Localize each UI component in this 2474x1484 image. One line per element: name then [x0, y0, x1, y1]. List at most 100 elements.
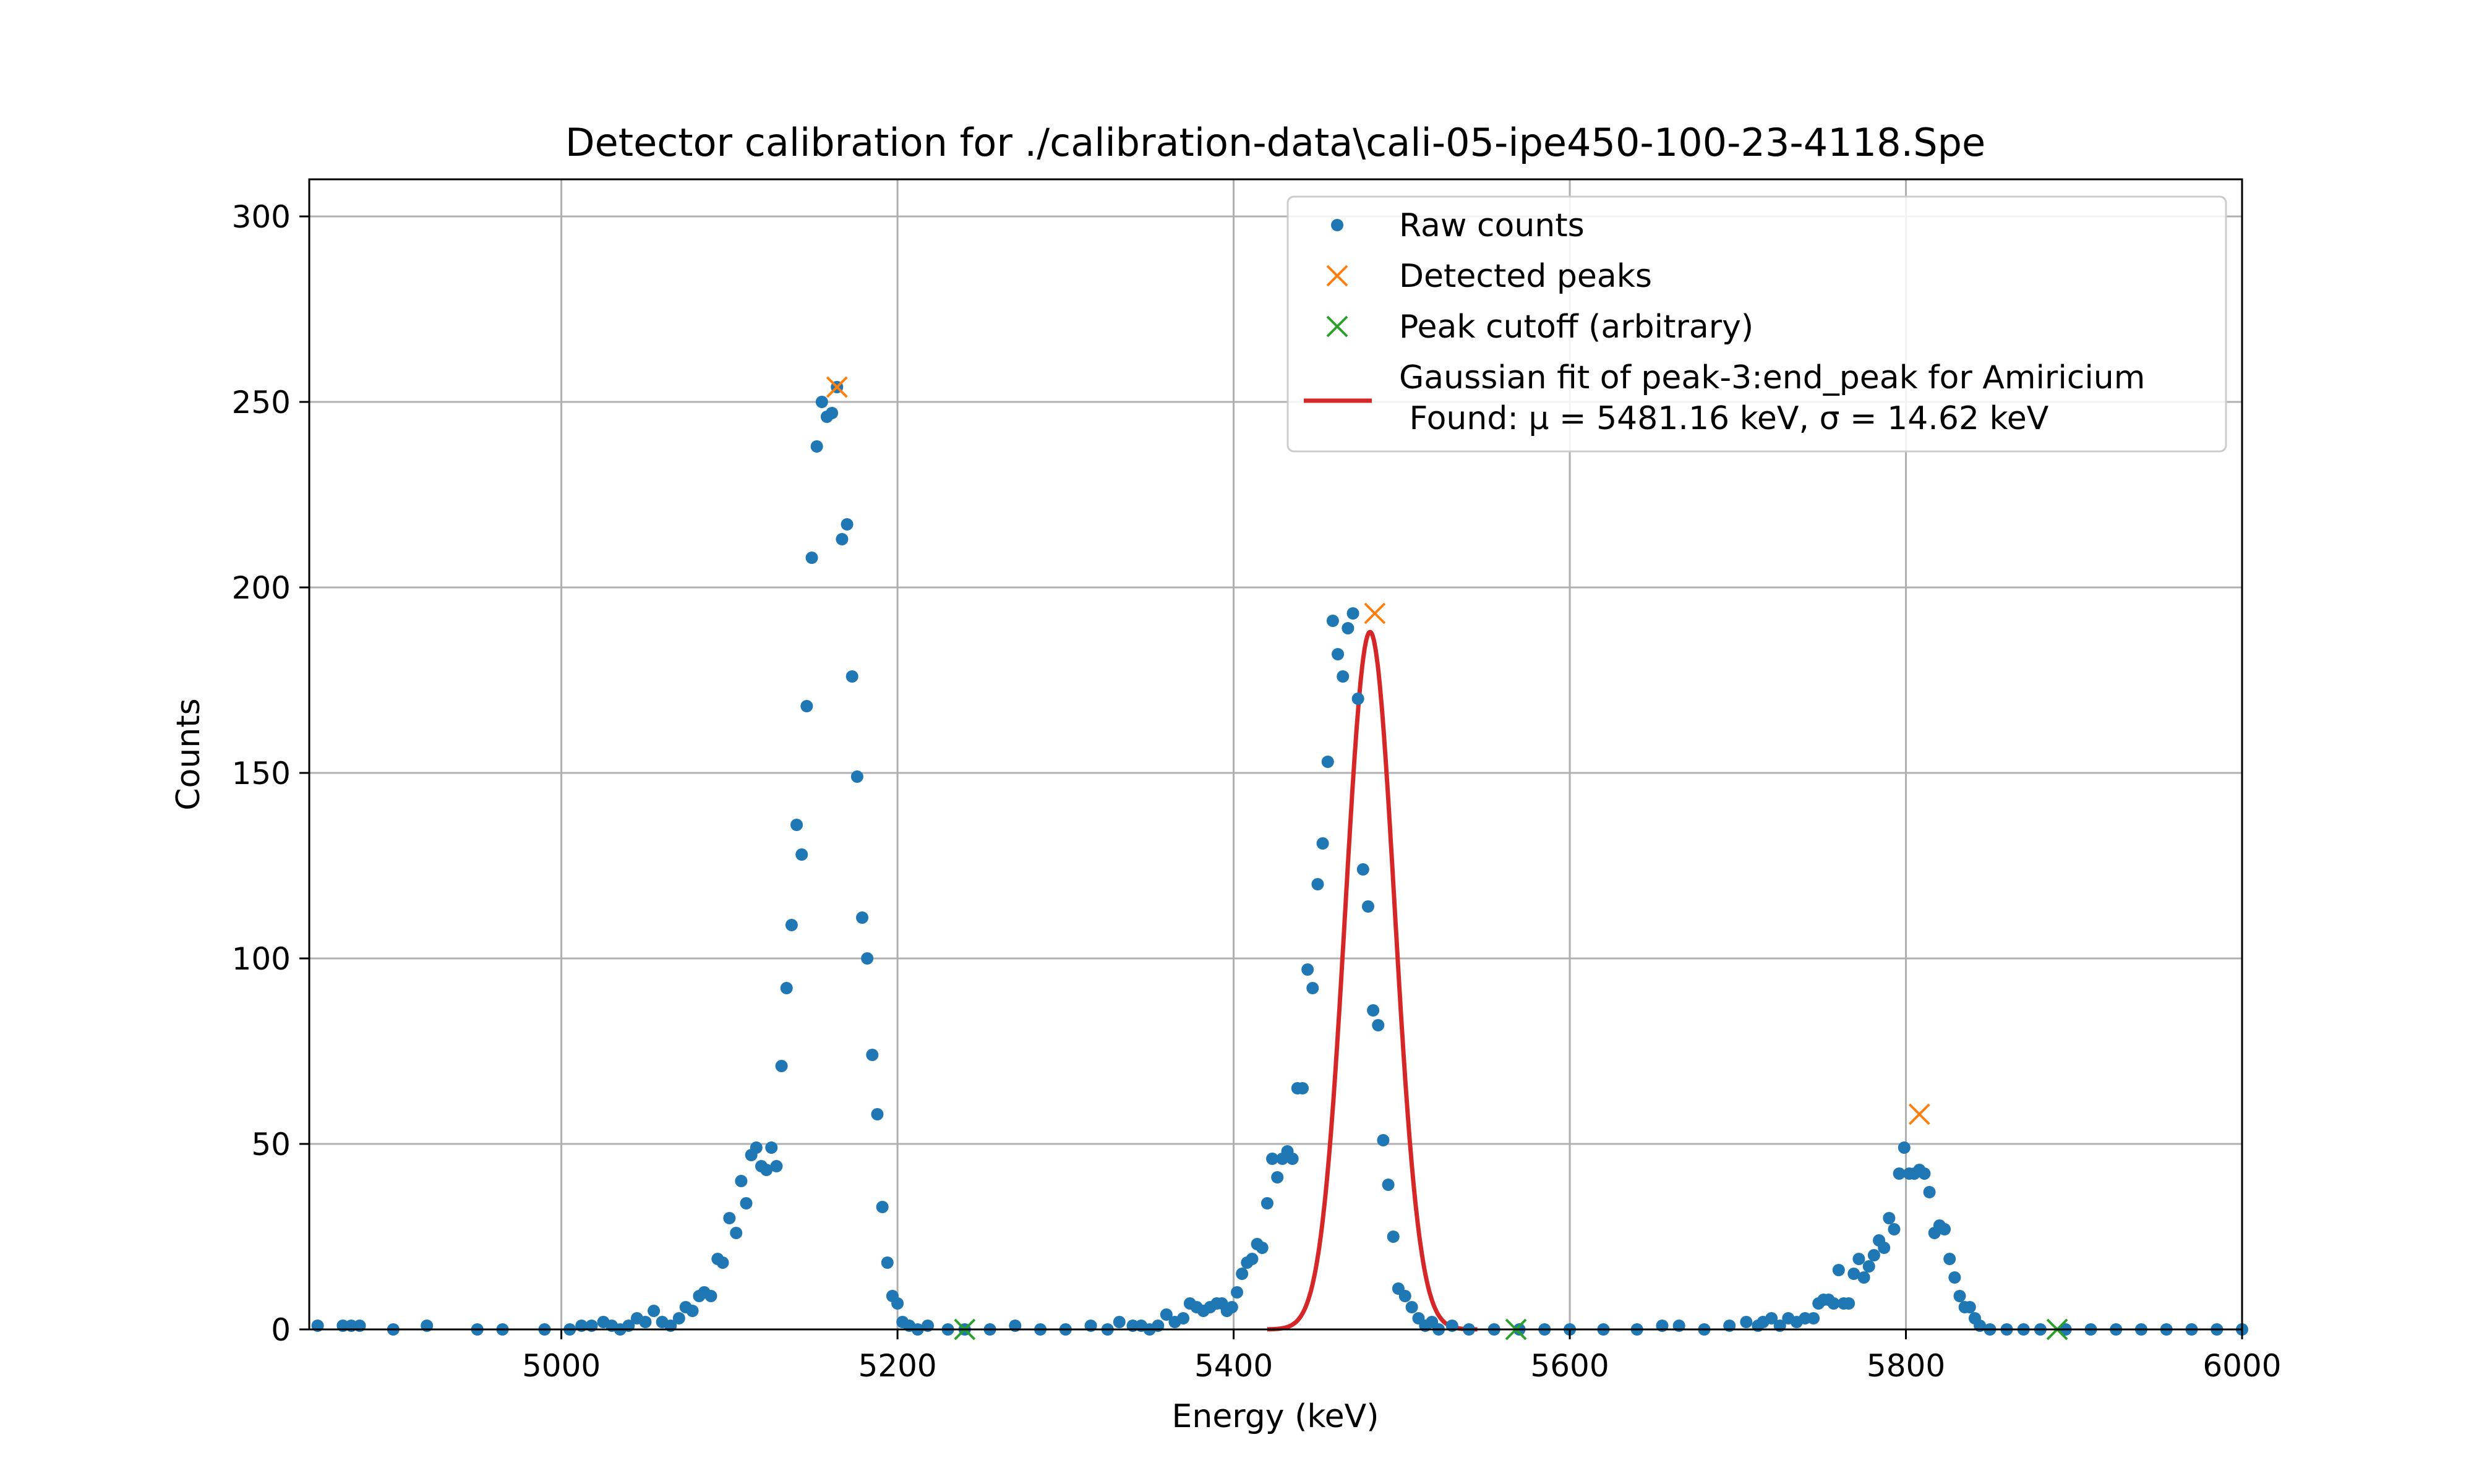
raw-count-point: [1351, 693, 1364, 705]
raw-count-point: [716, 1256, 729, 1269]
raw-count-point: [1177, 1312, 1190, 1324]
legend-fit-label: Gaussian fit of peak-3:end_peak for Amir…: [1399, 359, 2145, 396]
raw-count-point: [1321, 756, 1334, 768]
raw-count-point: [735, 1175, 748, 1187]
raw-count-point: [1346, 607, 1359, 620]
detected-peak-marker: [826, 376, 848, 398]
raw-count-point: [805, 552, 818, 564]
raw-count-point: [1843, 1297, 1856, 1310]
raw-count-point: [1888, 1223, 1901, 1235]
raw-count-point: [826, 407, 839, 419]
raw-count-point: [841, 518, 854, 531]
raw-count-point: [1377, 1134, 1390, 1146]
legend: Raw counts Detected peaks Peak cutoff (a…: [1286, 195, 2227, 453]
raw-count-point: [1367, 1004, 1380, 1017]
raw-count-point: [1862, 1260, 1875, 1273]
raw-count-point: [861, 952, 874, 965]
raw-count-point: [1923, 1186, 1936, 1198]
raw-count-point: [1361, 900, 1374, 913]
raw-count-point: [1311, 878, 1324, 890]
raw-count-point: [1883, 1212, 1896, 1224]
raw-count-point: [1261, 1197, 1273, 1209]
x-tick-label: 6000: [2202, 1348, 2281, 1384]
raw-count-point: [1342, 622, 1355, 634]
x-tick-label: 5000: [522, 1348, 601, 1384]
raw-count-point: [1256, 1242, 1269, 1254]
raw-count-point: [1225, 1301, 1238, 1313]
raw-count-point: [1963, 1301, 1976, 1313]
legend-cutoff-label: Peak cutoff (arbitrary): [1399, 309, 1753, 346]
raw-count-point: [704, 1290, 717, 1302]
raw-count-point: [1953, 1290, 1966, 1302]
raw-count-point: [866, 1049, 879, 1061]
raw-count-point: [1847, 1268, 1860, 1280]
raw-count-point: [785, 919, 798, 931]
raw-count-point: [1918, 1167, 1931, 1180]
raw-count-point: [881, 1256, 894, 1269]
raw-count-point: [1236, 1268, 1249, 1280]
legend-detected-label: Detected peaks: [1399, 258, 1652, 295]
legend-raw-marker: [1331, 219, 1343, 231]
raw-count-point: [1867, 1249, 1880, 1261]
x-tick-label: 5400: [1194, 1348, 1273, 1384]
x-tick-label: 5600: [1530, 1348, 1609, 1384]
raw-count-point: [770, 1160, 783, 1172]
raw-count-point: [1160, 1308, 1173, 1321]
raw-count-point: [1740, 1316, 1753, 1328]
gaussian-fit-line: [1265, 629, 1479, 1332]
gaussian-fit-layer: [1265, 629, 1479, 1332]
raw-count-point: [1807, 1312, 1820, 1324]
detected-peak-marker: [1908, 1103, 1930, 1125]
raw-count-point: [1113, 1316, 1126, 1328]
raw-count-point: [876, 1201, 889, 1213]
raw-count-point: [1878, 1242, 1891, 1254]
raw-count-point: [836, 533, 849, 545]
raw-count-point: [891, 1297, 904, 1310]
raw-count-point: [1943, 1253, 1956, 1265]
raw-count-point: [800, 700, 813, 712]
raw-count-point: [740, 1197, 753, 1209]
legend-cutoff-marker: [1326, 315, 1348, 338]
raw-count-point: [850, 770, 863, 783]
raw-count-point: [765, 1141, 778, 1154]
y-axis-ticks: 0 50 100 150 200 250 300: [232, 199, 309, 1348]
raw-count-point: [1356, 863, 1369, 876]
raw-count-point: [723, 1212, 736, 1224]
y-tick-label: 300: [232, 199, 291, 235]
raw-count-point: [1827, 1297, 1840, 1310]
raw-count-point: [648, 1305, 661, 1317]
raw-count-point: [672, 1312, 685, 1324]
raw-count-point: [1332, 648, 1345, 660]
legend-fit-result: Found: μ = 5481.16 keV, σ = 14.62 keV: [1399, 400, 2049, 437]
raw-count-point: [871, 1108, 884, 1120]
raw-count-point: [639, 1316, 652, 1328]
y-tick-label: 100: [232, 941, 291, 977]
x-axis-ticks: 5000 5200 5400 5600 5800 6000: [522, 1329, 2282, 1384]
raw-count-point: [1231, 1286, 1243, 1298]
x-tick-label: 5800: [1867, 1348, 1945, 1384]
raw-count-point: [1246, 1253, 1259, 1265]
x-axis-label: Energy (keV): [1172, 1398, 1379, 1435]
raw-count-point: [856, 911, 869, 924]
y-tick-label: 50: [251, 1127, 291, 1162]
x-tick-label: 5200: [858, 1348, 936, 1384]
raw-count-point: [750, 1141, 763, 1154]
raw-count-point: [1316, 837, 1329, 850]
raw-count-point: [1852, 1253, 1865, 1265]
raw-count-point: [1398, 1290, 1411, 1302]
detected-peak-marker: [1364, 602, 1386, 625]
raw-count-point: [1337, 670, 1350, 683]
raw-count-point: [775, 1060, 788, 1072]
raw-count-point: [1405, 1301, 1418, 1313]
y-tick-label: 150: [232, 756, 291, 791]
raw-count-point: [1948, 1271, 1961, 1284]
raw-count-point: [1893, 1167, 1906, 1180]
raw-count-point: [810, 440, 823, 453]
raw-count-point: [815, 396, 828, 408]
y-tick-label: 0: [271, 1312, 291, 1348]
raw-count-point: [1832, 1264, 1845, 1276]
raw-count-point: [1765, 1312, 1778, 1324]
raw-count-point: [760, 1164, 773, 1176]
raw-count-point: [1306, 982, 1319, 994]
